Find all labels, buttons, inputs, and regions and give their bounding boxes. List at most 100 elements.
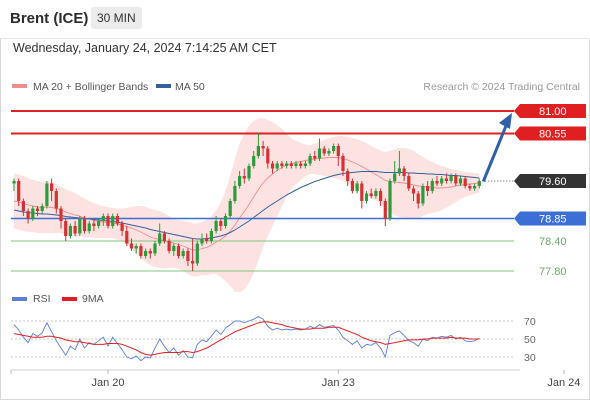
candle: [31, 206, 35, 221]
candle-body: [364, 193, 369, 201]
level-label-81.00: 81.00: [539, 106, 567, 118]
candle-body: [393, 173, 397, 181]
candle: [111, 213, 115, 229]
rsi-ma-legend-swatch: [62, 297, 77, 301]
level-80.55: 80.55: [11, 126, 586, 141]
candle-body: [374, 191, 378, 196]
candle: [332, 143, 336, 154]
ma20-legend-label: MA 20 + Bollinger Bands: [33, 81, 148, 93]
candle-body: [59, 208, 63, 221]
candle-body: [73, 226, 77, 234]
candle: [402, 166, 406, 181]
candle-body: [317, 148, 322, 159]
candle-body: [411, 188, 416, 194]
candle-body: [17, 181, 21, 201]
candle-body: [223, 216, 228, 226]
candle-body: [153, 243, 157, 254]
candle: [360, 181, 364, 209]
candle: [120, 221, 124, 236]
candle: [393, 161, 397, 184]
candle: [125, 226, 129, 246]
candle: [97, 218, 101, 229]
candle: [223, 213, 228, 229]
candle: [64, 218, 68, 241]
candle-body: [97, 221, 101, 226]
rsi-level-label-30: 30: [524, 352, 536, 364]
candle-body: [176, 246, 181, 256]
candle: [247, 163, 251, 181]
chart-legend: MA 20 + Bollinger Bands MA 50 Research ©…: [12, 81, 580, 93]
candle-body: [350, 181, 354, 191]
candle-body: [313, 156, 317, 159]
candle: [468, 183, 472, 191]
candle-body: [219, 221, 223, 226]
candle-body: [299, 163, 303, 166]
candle-body: [35, 208, 40, 211]
candle: [21, 198, 25, 216]
candle-body: [440, 178, 444, 184]
candle: [421, 183, 425, 206]
candle: [238, 171, 242, 189]
candle-body: [214, 221, 218, 231]
candle: [191, 238, 195, 271]
candle: [73, 221, 77, 236]
candle: [129, 238, 134, 251]
candle: [355, 181, 359, 194]
candle-body: [158, 233, 162, 244]
candle: [369, 188, 373, 199]
candle: [59, 206, 63, 229]
level-label-77.80: 77.80: [539, 266, 567, 278]
candle: [397, 151, 401, 176]
candle: [148, 248, 152, 259]
candle-body: [125, 231, 129, 244]
candle-body: [444, 178, 448, 181]
candle: [82, 216, 87, 234]
candle: [350, 178, 354, 194]
candle-body: [463, 178, 467, 186]
candle: [158, 223, 162, 246]
candle: [430, 178, 434, 194]
candle: [139, 243, 143, 259]
candle-body: [336, 146, 340, 156]
candle-body: [45, 183, 49, 206]
candle: [364, 191, 369, 204]
candle-body: [144, 251, 148, 256]
level-78.40: 78.40: [11, 236, 567, 248]
candle-body: [360, 183, 364, 201]
level-81.00: 81.00: [11, 104, 586, 118]
candle-body: [134, 246, 138, 249]
candle: [473, 183, 477, 191]
candle: [444, 173, 448, 184]
level-tag-78.85: [514, 211, 586, 226]
candle-body: [416, 193, 420, 204]
candle-body: [148, 251, 152, 254]
candle: [256, 133, 260, 159]
ma20-legend-swatch: [12, 84, 27, 88]
candle-body: [228, 201, 232, 216]
candle-body: [369, 193, 373, 196]
candle-body: [388, 181, 392, 219]
candle: [233, 181, 237, 204]
rsi-panel: 70 50 30: [11, 315, 536, 364]
level-label-80.55: 80.55: [539, 129, 567, 141]
candle-body: [242, 176, 246, 179]
interval-selector[interactable]: 30 MIN: [91, 7, 142, 29]
candle-body: [115, 216, 119, 224]
rsi-level-label-50: 50: [524, 334, 536, 346]
candle-body: [92, 223, 96, 226]
candle: [458, 176, 463, 186]
candle: [50, 178, 54, 201]
candle: [200, 233, 204, 246]
candle: [35, 206, 40, 216]
instrument-title: Brent (ICE): [10, 10, 89, 27]
candle: [303, 161, 307, 169]
candle-body: [205, 238, 209, 241]
candle-body: [430, 181, 434, 191]
candle-body: [407, 176, 411, 189]
level-tag-81.00: [514, 104, 586, 118]
candle-body: [64, 221, 68, 236]
level-tag-79.60: [514, 174, 586, 188]
